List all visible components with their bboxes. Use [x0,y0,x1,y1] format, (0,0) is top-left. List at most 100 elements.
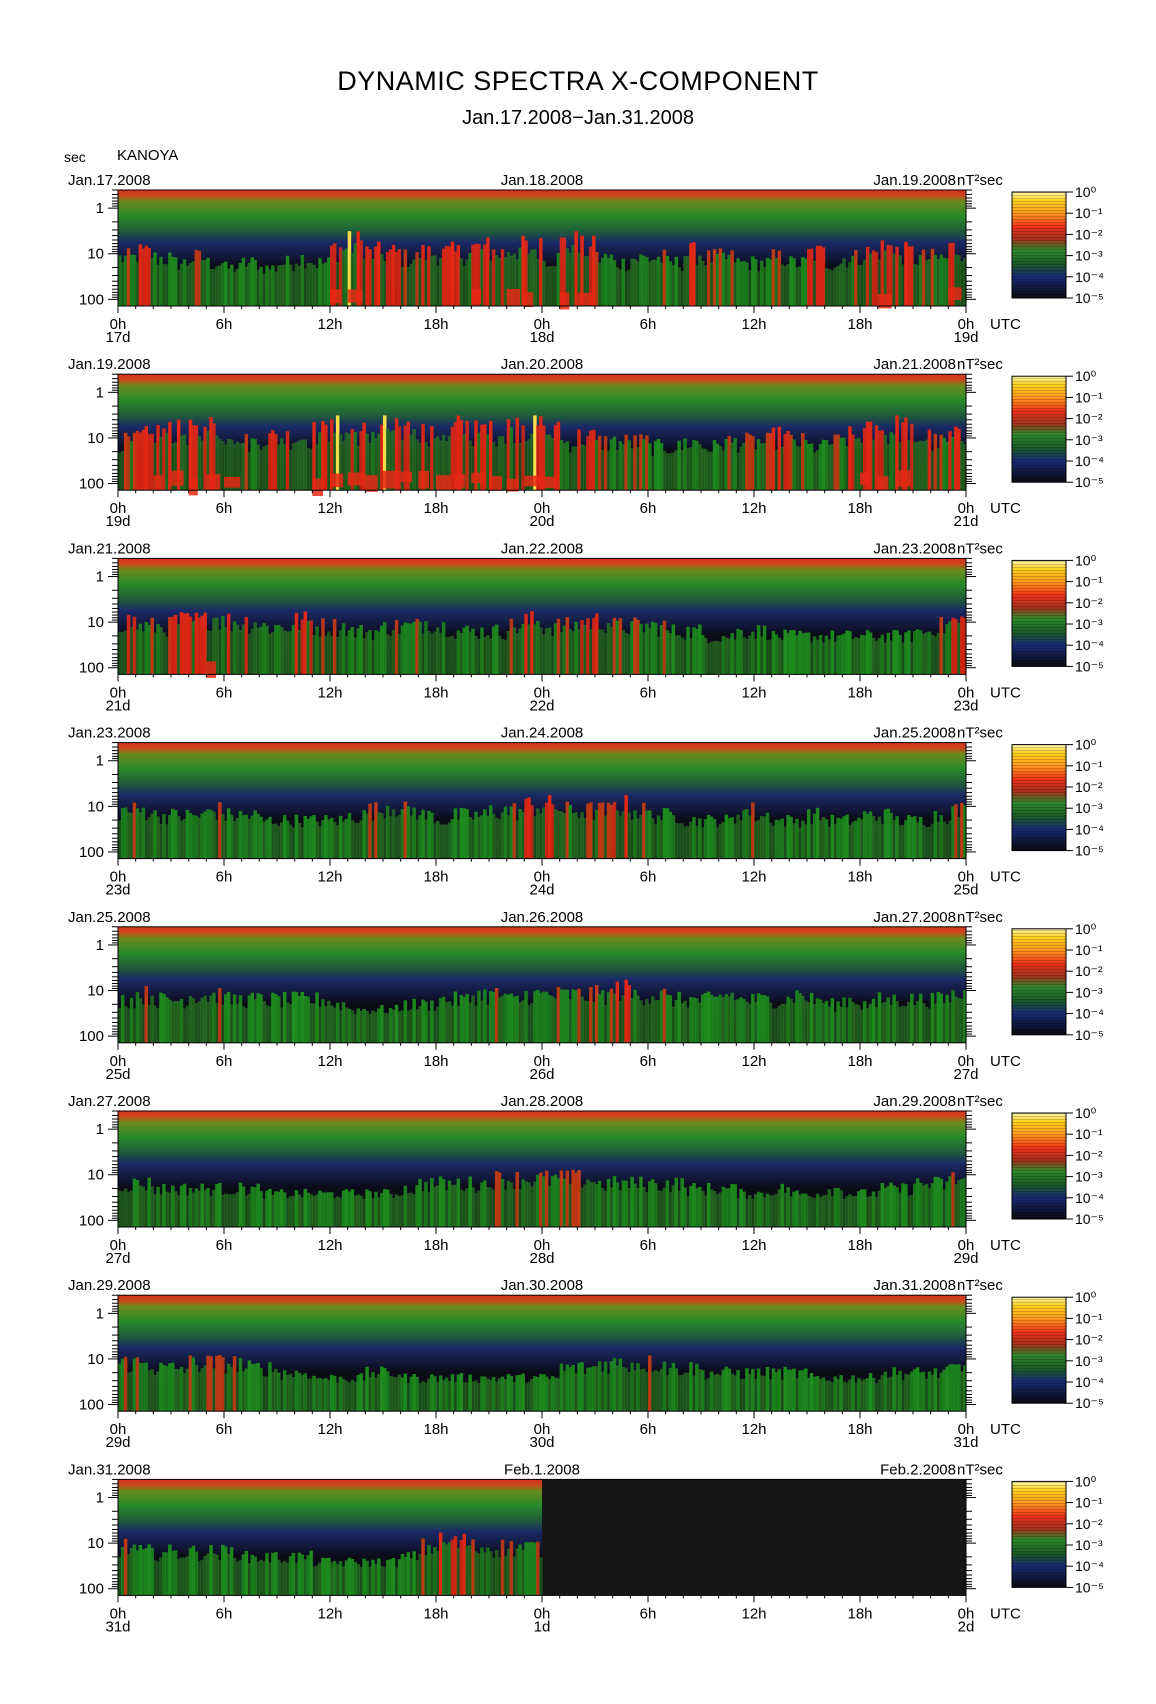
spectrum-burst [129,1371,134,1412]
spectrum-burst [733,1375,737,1412]
spectrum-burst [397,426,402,491]
spectrum-burst [854,438,858,491]
spectrum-burst [162,993,166,1043]
spectrum-burst [568,805,572,859]
colorbar-tick-label: 10⁻³ [1075,1353,1103,1369]
spectrum-peak-patch [188,478,198,496]
spectrum-burst [406,266,411,306]
spectrum-burst [394,1194,399,1227]
spectrum-burst [350,428,355,491]
spectrum-burst [229,1194,234,1227]
spectrum-burst [459,632,464,675]
spectrum-burst [795,267,799,306]
spectrum-burst [565,989,570,1043]
spectrum-burst [221,1194,225,1227]
spectrum-burst [197,1371,201,1412]
spectrum-burst [129,1190,134,1227]
spectrum-burst [683,1000,687,1043]
spectrum-burst [406,623,411,675]
spectrum-burst [309,448,313,491]
spectrum-burst [913,1369,917,1412]
spectrum-burst [768,822,773,859]
spectrum-burst [612,260,617,306]
spectrum-burst [780,639,784,675]
spectrum-burst [642,802,646,859]
spectrum-burst [662,1361,667,1412]
spectrum-burst [300,1375,305,1412]
spectrum-burst [577,1362,581,1412]
spectrum-burst [804,824,808,859]
spectrum-burst [948,820,952,859]
spectrum-burst [824,819,829,859]
spectrum-burst [762,1197,767,1227]
spectrum-burst [332,619,337,675]
left-date: Jan.17.2008 [68,172,151,189]
spectrum-burst [315,444,319,491]
spectrum-burst [627,984,631,1043]
spectrum-burst [748,635,752,675]
spectrum-burst [910,246,914,306]
spectrum-burst [768,1002,773,1043]
spectrum-burst [285,1002,290,1043]
spectrum-burst [344,1007,349,1043]
spectrum-burst [562,442,567,491]
spectrum-burst [789,998,793,1043]
spectrum-burst [168,999,172,1043]
spectrum-burst [491,442,496,491]
spectrum-burst [209,809,213,859]
spectrum-burst [191,261,196,306]
spectrum-burst [709,1189,714,1227]
spectrum-burst [241,814,246,859]
spectrum-peak-patch [895,470,911,487]
spectrum-burst [503,1379,508,1412]
x-tick-label: 0h [958,1421,975,1438]
spectrum-burst [689,1362,693,1412]
spectrum-burst [253,439,257,491]
spectrum-burst [827,444,832,491]
spectrum-burst [680,637,684,675]
spectrum-burst [756,439,761,491]
spectrum-burst [786,815,790,859]
spectrum-burst [291,827,296,859]
utc-label: UTC [990,1421,1021,1438]
spectrum-burst [524,1542,528,1596]
spectrum-burst [812,636,817,675]
spectrum-burst [500,1178,505,1227]
spectrum-burst [247,1360,252,1412]
spectrum-burst [126,436,131,491]
spectrum-burst [762,625,767,675]
spectrum-burst [645,435,649,491]
spectrum-burst [138,998,143,1043]
colorbar-unit: nT²sec [957,1461,1003,1478]
spectrum-burst [218,265,222,306]
spectrum-burst [244,1550,249,1596]
spectrum-burst [300,439,305,491]
spectrum-burst [786,1369,790,1412]
spectrum-burst [530,249,534,306]
spectrum-burst [277,996,281,1043]
spectrum-burst [574,812,578,859]
x-tick-label: 6h [640,1421,657,1438]
colorbar-tick-label: 10⁻¹ [1075,389,1103,405]
spectrum-burst [574,1373,578,1412]
spectrum-burst [930,992,935,1043]
spectrum-burst [197,436,201,491]
spectrum-burst [403,1373,408,1412]
spectrum-burst [754,1002,758,1043]
day-label: 25d [953,882,978,899]
spectrum-burst [123,432,128,491]
spectrum-burst [833,1011,837,1043]
spectrum-burst [141,1363,146,1412]
spectrum-burst [577,988,581,1043]
spectrum-burst [391,244,396,306]
spectrum-burst [123,1356,128,1412]
spectrum-burst [948,1176,952,1227]
spectrum-burst [400,266,405,306]
spectrum-burst [456,1178,461,1227]
spectrum-burst [807,809,811,859]
spectrum-burst [533,624,537,675]
spectrum-burst [671,1006,676,1043]
spectrum-burst [804,1193,808,1227]
spectrum-burst [197,250,201,306]
spectrum-burst [427,1010,431,1043]
